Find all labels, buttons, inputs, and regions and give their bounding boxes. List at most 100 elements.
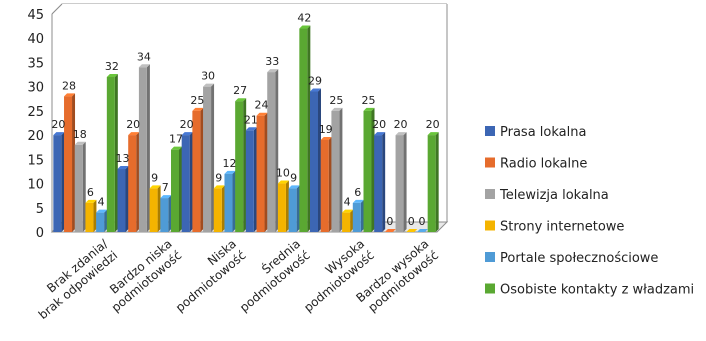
bar-top	[267, 69, 279, 73]
bar-side	[179, 146, 182, 232]
bar-side	[264, 112, 268, 232]
bar-side	[382, 132, 386, 232]
bar	[160, 198, 169, 232]
bar-side	[371, 107, 375, 232]
bar	[138, 67, 147, 233]
bar	[310, 91, 318, 232]
bar-side	[200, 107, 204, 232]
bar	[149, 188, 158, 232]
bar-top	[128, 132, 140, 136]
bar-side	[104, 209, 108, 232]
bar	[256, 115, 265, 232]
legend-item: Strony internetowe	[485, 220, 624, 235]
bar-side	[243, 98, 247, 232]
bar-top	[235, 98, 247, 102]
bar-top	[363, 107, 375, 111]
legend-swatch	[485, 220, 495, 231]
bar-top	[149, 185, 161, 189]
data-label: 6	[354, 186, 361, 199]
bar	[192, 110, 201, 232]
bar-top	[117, 166, 129, 170]
y-tick-label: 25	[27, 105, 44, 120]
bar	[299, 28, 308, 233]
bar-side	[403, 132, 407, 232]
legend-swatch	[485, 189, 495, 199]
bar-top	[213, 185, 225, 189]
bar-side	[360, 199, 364, 232]
bar-side	[328, 136, 332, 232]
data-label: 9	[290, 171, 297, 184]
data-label: 0	[386, 215, 393, 228]
bars	[53, 25, 439, 233]
data-label: 27	[233, 84, 247, 97]
bar-side	[221, 185, 225, 232]
data-label: 25	[329, 94, 343, 107]
bar-top	[224, 170, 236, 174]
bar	[85, 202, 94, 232]
bar	[427, 135, 436, 232]
data-label: 7	[162, 181, 169, 194]
bar-top	[427, 132, 439, 136]
bar	[181, 135, 190, 232]
bar-top	[256, 112, 268, 116]
data-label: 0	[408, 215, 415, 228]
bar-side	[350, 209, 354, 232]
data-label: 10	[276, 167, 290, 180]
legend-swatch	[485, 283, 495, 294]
bar	[53, 135, 62, 232]
bar-top	[288, 185, 300, 189]
data-label: 20	[426, 118, 440, 131]
bar-top	[171, 146, 182, 150]
data-label: 21	[244, 113, 258, 126]
data-label: 25	[190, 94, 204, 107]
legend-item: Osobiste kontakty z władzami	[485, 283, 694, 298]
bar	[96, 212, 105, 232]
data-label: 13	[116, 152, 130, 165]
data-label: 6	[87, 186, 94, 199]
y-tick-label: 40	[27, 32, 44, 47]
y-tick-label: 0	[36, 226, 44, 241]
bar-top	[192, 107, 204, 111]
data-label: 20	[394, 118, 408, 131]
bar	[235, 101, 244, 232]
bar	[416, 229, 428, 232]
bar-side	[339, 107, 343, 232]
data-label: 20	[180, 118, 194, 131]
data-label: 33	[265, 55, 279, 68]
legend-label: Radio lokalne	[500, 157, 587, 172]
y-tick-label: 45	[27, 8, 44, 23]
bar	[267, 72, 276, 232]
bar	[224, 173, 233, 232]
bar-top	[277, 180, 289, 184]
plot-wall	[52, 4, 447, 232]
bar	[331, 110, 340, 232]
bar-side	[285, 180, 289, 232]
bar-top	[74, 141, 86, 145]
bar-side	[296, 185, 300, 232]
bar-top	[245, 127, 257, 131]
bar-top	[299, 25, 311, 29]
y-tick-label: 5	[36, 202, 44, 217]
data-label: 42	[297, 12, 311, 25]
bar-side	[211, 83, 215, 233]
bar-side	[253, 127, 257, 232]
bar-side	[189, 132, 193, 232]
bar-top	[181, 132, 193, 136]
bar-top	[342, 209, 354, 213]
y-tick-label: 35	[27, 56, 44, 71]
data-label: 9	[215, 171, 222, 184]
bar-side	[435, 132, 439, 232]
y-tick-label: 20	[27, 129, 44, 144]
data-label: 20	[372, 118, 386, 131]
bar-top	[138, 64, 150, 68]
legend: Prasa lokalna Radio lokalne Telewizja loka…	[485, 125, 694, 298]
data-label: 28	[62, 79, 76, 92]
bar-top	[53, 132, 65, 136]
bar-side	[146, 64, 150, 233]
legend-label: Portale społecznościowe	[500, 251, 658, 266]
y-tick-label: 15	[27, 153, 44, 168]
data-label: 17	[169, 133, 183, 146]
